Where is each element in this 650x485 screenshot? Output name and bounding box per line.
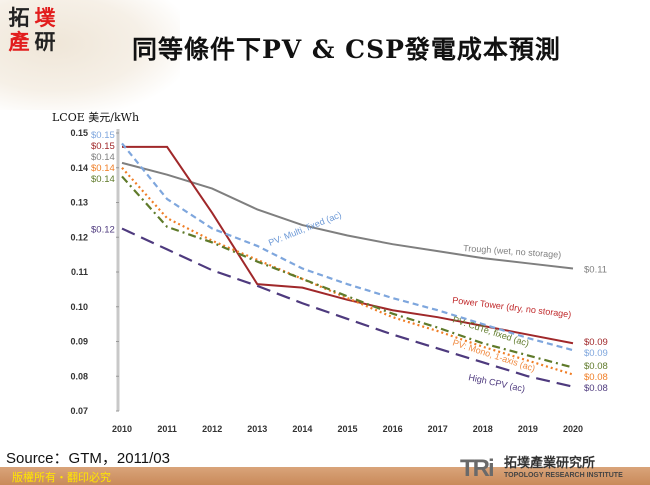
series-start-label: $0.12 [91, 225, 115, 236]
lcoe-chart: LCOE 美元/kWh 0.07 0.08 0.09 0.10 0.11 0.12 0.13 0… [52, 111, 608, 434]
x-tick-label: 2019 [518, 424, 538, 434]
x-tick-label: 2016 [383, 424, 403, 434]
series-name-label: Power Tower (dry, no storage) [452, 295, 572, 320]
org-logo: TRi 拓墣產業研究所 TOPOLOGY RESEARCH INSTITUTE [460, 455, 650, 485]
series-line-1 [122, 145, 574, 345]
source-note: Source：GTM，2011/03 [6, 450, 170, 467]
y-tick-label: 0.09 [70, 337, 88, 347]
x-tick-label: 2014 [292, 424, 312, 434]
logo-char: 研 [34, 29, 56, 54]
background-map [0, 0, 180, 110]
y-tick-label: 0.11 [71, 267, 88, 277]
y-tick-label: 0.10 [70, 302, 88, 312]
series-end-label: $0.09 [584, 348, 608, 359]
series-name-label: High CPV (ac) [468, 372, 526, 394]
series-line-0 [121, 161, 574, 270]
series-start-label: $0.14 [91, 174, 115, 185]
series-line-4 [121, 175, 574, 369]
series-end-label: $0.11 [584, 265, 607, 276]
series-end-label: $0.08 [584, 383, 608, 394]
logo-char: 墣 [34, 5, 56, 30]
x-tick-label: 2012 [202, 424, 222, 434]
series-start-label: $0.14 [91, 163, 115, 174]
series-start-label: $0.14 [91, 152, 115, 163]
series-start-label: $0.15 [91, 141, 115, 152]
logo-char: 產 [8, 29, 30, 54]
x-tick-label: 2011 [157, 424, 177, 434]
logo: 拓墣 產研 [6, 6, 62, 56]
y-tick-label: 0.13 [70, 198, 88, 208]
y-tick-label: 0.07 [70, 406, 88, 416]
x-tick-label: 2018 [473, 424, 493, 434]
x-tick-label: 2015 [337, 424, 357, 434]
series-line-2 [121, 142, 574, 352]
copyright-text: 版權所有・翻印必究 [12, 472, 111, 484]
footer-bar [0, 467, 650, 485]
x-tick-label: 2013 [247, 424, 267, 434]
y-axis-label: LCOE 美元/kWh [52, 111, 139, 124]
y-tick-label: 0.08 [70, 371, 88, 381]
logo-char: 拓 [8, 5, 30, 30]
x-tick-label: 2017 [428, 424, 448, 434]
org-name-en: TOPOLOGY RESEARCH INSTITUTE [504, 472, 623, 479]
series-name-label: PV: Multi, fixed (ac) [267, 209, 343, 247]
y-tick-label: 0.15 [70, 128, 88, 138]
page-title: 同等條件下PV & CSP發電成本預測 [132, 35, 561, 64]
series-end-label: $0.08 [584, 372, 608, 383]
series-end-label: $0.09 [584, 337, 608, 348]
y-tick-label: 0.12 [70, 232, 88, 242]
series-line-3 [121, 167, 574, 376]
series-line-5 [121, 227, 574, 388]
series-start-label: $0.15 [91, 130, 115, 141]
x-tick-label: 2010 [112, 424, 132, 434]
y-tick-label: 0.14 [70, 163, 88, 173]
x-tick-label: 2020 [563, 424, 583, 434]
series-end-label: $0.08 [584, 361, 608, 372]
org-name-cn: 拓墣產業研究所 [504, 455, 596, 470]
org-mark: TRi [460, 455, 495, 482]
